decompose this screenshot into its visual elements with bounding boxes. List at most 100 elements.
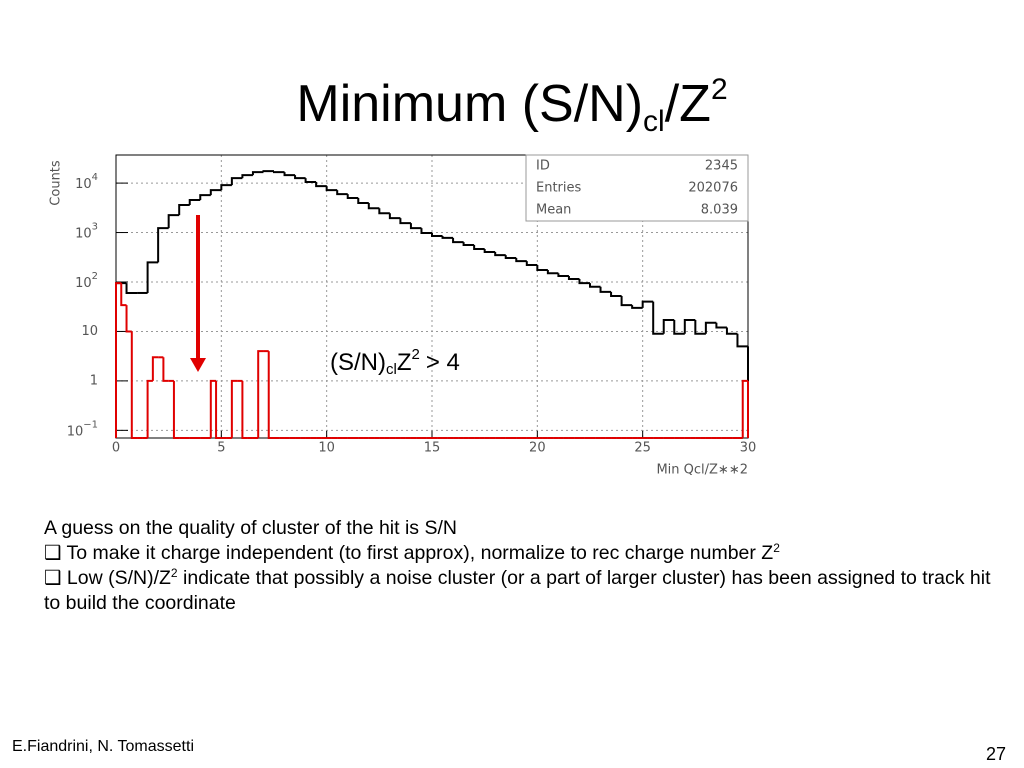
y-tick-label: 103 [75, 222, 98, 242]
y-tick-base: 10 [75, 177, 92, 192]
histogram-bin [620, 296, 633, 307]
histogram-bin [294, 175, 306, 180]
histogram-bin [273, 171, 285, 174]
histogram-bin [115, 282, 127, 438]
title-text: /Z [664, 75, 711, 133]
title-text: Minimum (S/N) [296, 75, 644, 133]
x-axis-label: Min Qcl/Z∗∗2 [656, 463, 748, 478]
histogram-bin [483, 248, 496, 253]
stats-box [525, 154, 749, 222]
annotation-sup: 2 [412, 346, 420, 363]
histogram-bin [388, 213, 401, 220]
histogram-bin [631, 305, 643, 309]
y-tick-base: 10 [67, 424, 84, 439]
histogram-bin [125, 283, 138, 294]
x-tick-label: 15 [424, 441, 441, 456]
y-tick-exponent: 4 [92, 172, 98, 183]
annotation-text: > 4 [426, 349, 460, 376]
bullet-text: To make it charge independent (to first … [66, 542, 774, 564]
histogram-bin [462, 242, 475, 246]
histogram-bin [546, 269, 559, 275]
stats-name: Mean [536, 203, 571, 218]
stats-value: 2345 [705, 159, 738, 174]
bullet-text: indicate that possibly a noise cluster (… [44, 567, 991, 614]
histogram-bin [230, 177, 243, 186]
body-text: A guess on the quality of cluster of the… [44, 516, 1004, 616]
y-tick-label: 10−1 [67, 419, 98, 439]
histogram-bin [557, 273, 569, 278]
footer-authors: E.Fiandrini, N. Tomassetti [12, 738, 194, 755]
histogram-bin [473, 244, 485, 250]
histogram-bin [599, 286, 612, 293]
histogram-bin [157, 227, 169, 263]
histogram-bin [589, 283, 601, 288]
histogram-bin [694, 320, 706, 335]
stats-value: 202076 [688, 181, 738, 196]
histogram-bin [241, 174, 253, 179]
histogram-bin [736, 333, 748, 348]
histogram-bin [725, 327, 738, 335]
histogram-bin [172, 380, 180, 439]
y-tick-label: 104 [75, 172, 98, 192]
histogram-bin [452, 237, 464, 244]
histogram-bin [283, 172, 296, 177]
histogram-bin [251, 171, 264, 176]
histogram-bin [494, 251, 506, 257]
stats-name: ID [536, 159, 550, 174]
histogram-bin [178, 204, 190, 216]
histogram-bin [151, 356, 159, 381]
histogram-bin [378, 208, 390, 215]
y-tick-exponent: −1 [83, 419, 98, 430]
x-tick-label: 25 [634, 441, 651, 456]
y-tick-base: 10 [75, 226, 92, 241]
bullet-text: Low (S/N)/Z [66, 567, 171, 589]
histogram-bin [199, 194, 211, 201]
histogram-bin [209, 189, 222, 196]
y-tick-base: 10 [75, 275, 92, 290]
histogram-bin [262, 170, 274, 173]
histogram-bin [409, 223, 422, 230]
histogram-bin [115, 282, 122, 438]
y-tick-label: 102 [75, 271, 98, 291]
histogram-bin [673, 320, 685, 335]
histogram-bin [536, 265, 548, 271]
histogram-bin [420, 228, 432, 234]
histogram-bin [315, 182, 327, 188]
histogram-bin [610, 291, 622, 298]
histogram-bin [304, 178, 317, 184]
histogram-bin [578, 278, 590, 285]
histogram-bin [146, 379, 153, 438]
sup: 2 [773, 541, 780, 555]
x-tick-label: 30 [740, 441, 757, 456]
intro: A guess on the quality of cluster of the… [44, 517, 457, 539]
bullet: ❑ Low (S/N)/Z2 indicate that possibly a … [44, 566, 991, 614]
title-sup: 2 [710, 73, 728, 106]
y-tick-exponent: 3 [92, 222, 98, 233]
histogram-bin [267, 351, 274, 439]
histogram-bin [162, 357, 169, 382]
y-tick-exponent: 2 [92, 271, 98, 282]
y-axis-label: Counts [49, 160, 64, 206]
title-sub: cl [643, 105, 665, 138]
y-tick-label: 1 [90, 373, 98, 388]
x-tick-label: 5 [217, 441, 225, 456]
annotation-text: (S/N) [330, 349, 386, 376]
bullet: ❑ To make it charge independent (to firs… [44, 541, 780, 564]
sup: 2 [170, 566, 178, 580]
histogram-bin [741, 379, 748, 438]
histogram-bin [683, 319, 696, 334]
histogram-bin [515, 258, 527, 263]
annotation: (S/N)clZ2 > 4 [330, 346, 460, 378]
histogram-bin [441, 236, 454, 239]
stats-name: Entries [536, 181, 582, 196]
histogram-bin [567, 276, 580, 280]
histogram-bin [146, 261, 159, 293]
histogram-bin [120, 283, 127, 307]
x-tick-label: 20 [529, 441, 546, 456]
x-tick-label: 0 [112, 441, 120, 456]
histogram-bin [399, 218, 411, 225]
histogram-bin [346, 194, 359, 199]
histogram-bin [704, 321, 717, 334]
histogram-bin [504, 255, 517, 260]
